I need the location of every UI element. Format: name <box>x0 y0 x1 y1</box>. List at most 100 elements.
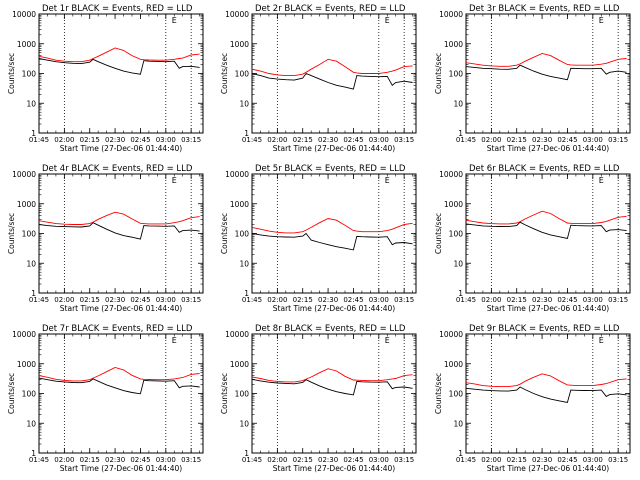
chart-title: Det 6r BLACK = Events, RED = LLD <box>469 164 620 174</box>
rate-chart: Det 1r BLACK = Events, RED = LLD 1 10 100 10… <box>7 4 204 153</box>
x-tick-label: 03:00 <box>369 456 389 464</box>
x-tick-label: 02:15 <box>507 456 527 464</box>
x-tick-label: 01:45 <box>29 456 49 464</box>
y-tick-label: 1 <box>458 449 463 458</box>
y-tick-label: 1 <box>244 129 249 138</box>
x-tick-label: 02:30 <box>532 456 552 464</box>
y-tick-label: 1000 <box>444 200 463 209</box>
detector-panel: Det 9r BLACK = Events, RED = LLD 1 10 100 10… <box>427 320 640 480</box>
chart-title: Det 8r BLACK = Events, RED = LLD <box>255 324 406 334</box>
plot-frame <box>38 333 204 454</box>
x-tick-label: 03:00 <box>583 136 603 144</box>
lld-series-line <box>38 47 200 63</box>
y-tick-label: 10000 <box>439 10 463 19</box>
x-tick-label: 03:15 <box>394 456 414 464</box>
x-axis-label: Start Time (27-Dec-06 01:44:40) <box>273 464 395 473</box>
x-axis-label: Start Time (27-Dec-06 01:44:40) <box>273 144 395 153</box>
x-tick-label: 02:30 <box>532 136 552 144</box>
detector-panel: Det 1r BLACK = Events, RED = LLD 1 10 100 10… <box>0 0 213 160</box>
y-tick-label: 100 <box>449 230 464 239</box>
legend-marker: E <box>599 16 604 25</box>
detector-panel: Det 7r BLACK = Events, RED = LLD 1 10 100 10… <box>0 320 213 480</box>
y-axis-label: Counts/sec <box>220 373 229 414</box>
lld-series-line <box>251 58 413 77</box>
x-tick-label: 02:15 <box>293 456 313 464</box>
x-axis-label: Start Time (27-Dec-06 01:44:40) <box>273 304 395 313</box>
y-tick-label: 1000 <box>444 40 463 49</box>
x-tick-label: 01:45 <box>29 136 49 144</box>
detector-panel: Det 8r BLACK = Events, RED = LLD 1 10 100 10… <box>213 320 426 480</box>
lld-series-line <box>38 211 200 225</box>
x-tick-label: 02:45 <box>130 136 150 144</box>
y-tick-label: 10 <box>26 419 36 428</box>
rate-chart: Det 6r BLACK = Events, RED = LLD 1 10 100 10… <box>434 164 631 313</box>
lld-series-line <box>251 368 413 383</box>
y-tick-label: 10 <box>26 99 36 108</box>
rate-chart: Det 9r BLACK = Events, RED = LLD 1 10 100 10… <box>434 324 631 473</box>
x-tick-label: 02:00 <box>267 136 287 144</box>
x-tick-label: 02:00 <box>481 296 501 304</box>
legend-marker: E <box>385 16 390 25</box>
x-tick-label: 03:00 <box>156 136 176 144</box>
x-tick-label: 02:15 <box>80 136 100 144</box>
y-tick-label: 10000 <box>12 330 36 339</box>
x-axis-label: Start Time (27-Dec-06 01:44:40) <box>60 304 182 313</box>
y-tick-label: 10000 <box>225 10 249 19</box>
rate-chart: Det 5r BLACK = Events, RED = LLD 1 10 100 10… <box>220 164 417 313</box>
x-tick-label: 02:00 <box>481 136 501 144</box>
x-tick-label: 03:00 <box>369 136 389 144</box>
x-tick-label: 02:15 <box>507 136 527 144</box>
x-tick-label: 01:45 <box>456 456 476 464</box>
events-series-line <box>251 378 413 396</box>
x-tick-label: 03:15 <box>608 136 628 144</box>
y-tick-label: 10 <box>26 259 36 268</box>
y-tick-label: 100 <box>449 390 464 399</box>
x-tick-label: 02:30 <box>318 136 338 144</box>
x-tick-label: 02:00 <box>481 456 501 464</box>
legend-marker: E <box>172 16 177 25</box>
x-tick-label: 01:45 <box>242 456 262 464</box>
events-series-line <box>465 64 627 81</box>
chart-title: Det 4r BLACK = Events, RED = LLD <box>42 164 193 174</box>
chart-title: Det 1r BLACK = Events, RED = LLD <box>42 4 193 14</box>
detector-panel: Det 4r BLACK = Events, RED = LLD 1 10 100 10… <box>0 160 213 320</box>
x-tick-label: 02:15 <box>293 296 313 304</box>
y-tick-label: 10 <box>453 99 463 108</box>
y-axis-label: Counts/sec <box>434 53 443 94</box>
rate-chart: Det 2r BLACK = Events, RED = LLD 1 10 100 10… <box>220 4 417 153</box>
events-series-line <box>38 222 200 240</box>
y-tick-label: 1 <box>31 129 36 138</box>
legend-marker: E <box>172 336 177 345</box>
events-series-line <box>38 58 200 75</box>
x-tick-label: 01:45 <box>456 136 476 144</box>
y-tick-label: 1000 <box>230 40 249 49</box>
y-tick-label: 10000 <box>12 170 36 179</box>
plot-frame <box>38 13 204 134</box>
y-tick-label: 10000 <box>12 10 36 19</box>
chart-title: Det 9r BLACK = Events, RED = LLD <box>469 324 620 334</box>
x-tick-label: 01:45 <box>29 296 49 304</box>
legend-marker: E <box>599 176 604 185</box>
x-tick-label: 03:15 <box>181 456 201 464</box>
y-axis-label: Counts/sec <box>7 373 16 414</box>
y-tick-label: 1 <box>458 289 463 298</box>
y-tick-label: 100 <box>235 70 250 79</box>
x-tick-label: 02:45 <box>557 456 577 464</box>
y-tick-label: 1 <box>244 449 249 458</box>
y-tick-label: 10 <box>239 259 249 268</box>
y-tick-label: 100 <box>235 230 250 239</box>
x-tick-label: 02:45 <box>130 456 150 464</box>
rate-chart: Det 8r BLACK = Events, RED = LLD 1 10 100 10… <box>220 324 417 473</box>
x-axis-label: Start Time (27-Dec-06 01:44:40) <box>60 464 182 473</box>
x-axis-label: Start Time (27-Dec-06 01:44:40) <box>487 464 609 473</box>
x-tick-label: 02:00 <box>54 456 74 464</box>
detector-panel: Det 2r BLACK = Events, RED = LLD 1 10 100 10… <box>213 0 426 160</box>
y-tick-label: 100 <box>235 390 250 399</box>
x-tick-label: 02:45 <box>130 296 150 304</box>
y-tick-label: 1000 <box>17 360 36 369</box>
x-tick-label: 02:45 <box>343 296 363 304</box>
y-tick-label: 10000 <box>439 330 463 339</box>
x-tick-label: 03:00 <box>583 296 603 304</box>
lld-series-line <box>251 218 413 234</box>
